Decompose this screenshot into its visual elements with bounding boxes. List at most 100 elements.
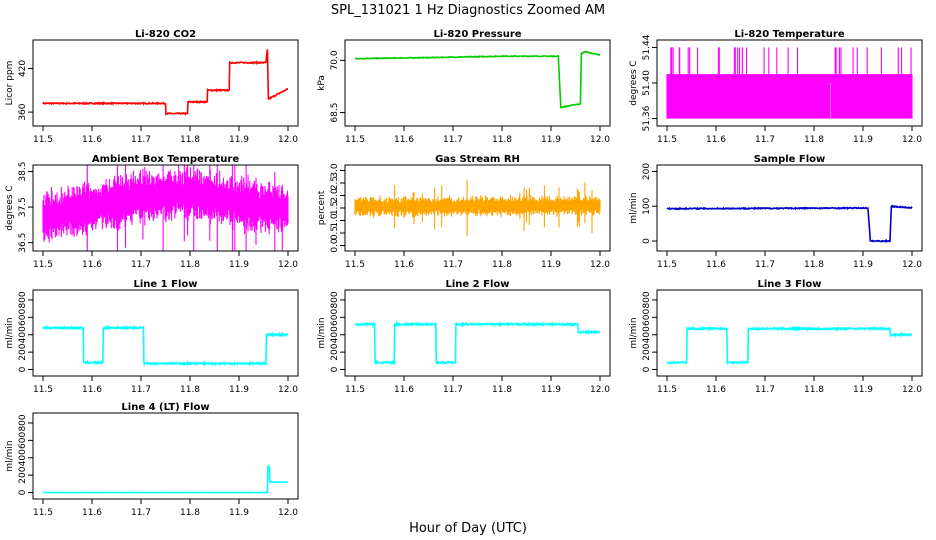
- y-tick-label: 600: [18, 431, 28, 448]
- y-axis-label: degrees C: [5, 185, 15, 230]
- x-tick-label: 11.5: [345, 385, 365, 395]
- x-tick-label: 12.0: [278, 260, 298, 270]
- x-tick-label: 11.9: [541, 135, 561, 145]
- y-axis-label: ml/min: [629, 192, 639, 223]
- panel-4: Ambient Box Temperature 11.5 11.6 11.7 11.8 1…: [5, 154, 299, 270]
- y-tick-label: 400: [18, 326, 28, 343]
- series-line: [42, 465, 289, 494]
- x-tick-label: 11.9: [541, 385, 561, 395]
- panel-title: Line 2 Flow: [446, 279, 510, 290]
- x-tick-label: 12.0: [590, 135, 610, 145]
- y-tick-label: 1.5: [330, 201, 340, 215]
- x-tick-label: 11.5: [345, 135, 365, 145]
- panel-title: Li-820 CO2: [135, 29, 196, 40]
- series-group: [354, 50, 601, 109]
- x-tick-label: 11.6: [706, 260, 726, 270]
- series-group: [666, 47, 913, 119]
- x-tick-label: 11.9: [853, 385, 873, 395]
- x-tick-label: 11.8: [180, 385, 200, 395]
- x-tick-label: 11.8: [492, 385, 512, 395]
- series-line: [666, 204, 913, 244]
- x-tick-label: 11.5: [657, 135, 677, 145]
- series-group: [42, 465, 289, 494]
- y-tick-label: 600: [330, 308, 340, 325]
- figure-x-axis-label: Hour of Day (UTC): [409, 521, 527, 536]
- x-tick-label: 11.6: [82, 508, 102, 518]
- x-tick-label: 12.0: [590, 385, 610, 395]
- plot-frame: [32, 412, 299, 500]
- y-tick-label: 400: [642, 326, 652, 343]
- plot-frame: [344, 289, 611, 377]
- series-line: [666, 325, 913, 366]
- x-tick-label: 11.5: [33, 260, 53, 270]
- x-tick-label: 11.5: [33, 135, 53, 145]
- plot-frame: [344, 39, 611, 127]
- panel-3: Li-820 Temperature 11.5 11.6 11.7 11.8 11.9 12…: [629, 29, 923, 145]
- y-tick-label: 0.5: [330, 226, 340, 240]
- x-tick-label: 12.0: [278, 508, 298, 518]
- series-group: [354, 179, 601, 237]
- panel-7: Line 1 Flow 11.5 11.6 11.7 11.8 11.9 12.0 0 2004…: [5, 279, 299, 395]
- x-tick-label: 11.9: [229, 508, 249, 518]
- y-tick-label: 3.0: [330, 163, 340, 178]
- panel-title: Sample Flow: [754, 154, 826, 165]
- plot-frame: [32, 164, 299, 252]
- y-tick-label: 0: [642, 238, 652, 244]
- x-tick-label: 11.8: [492, 135, 512, 145]
- x-tick-label: 12.0: [902, 260, 922, 270]
- panel-1: Li-820 CO2 11.5 11.6 11.7 11.8 11.9 12.0 360 420…: [5, 29, 299, 145]
- x-tick-label: 11.9: [541, 260, 561, 270]
- panel-title: Line 1 Flow: [134, 279, 198, 290]
- y-tick-label: 0: [330, 366, 340, 372]
- x-tick-label: 11.6: [82, 260, 102, 270]
- y-tick-label: 200: [18, 466, 28, 483]
- x-tick-label: 11.9: [229, 260, 249, 270]
- x-tick-label: 11.9: [229, 135, 249, 145]
- y-tick-label: 0: [642, 366, 652, 372]
- y-tick-label: 200: [330, 343, 340, 360]
- y-tick-label: 360: [18, 103, 28, 120]
- y-tick-label: 400: [18, 449, 28, 466]
- panel-title: Line 3 Flow: [758, 279, 822, 290]
- y-tick-label: 70.0: [330, 50, 340, 70]
- y-tick-label: 100: [642, 197, 652, 214]
- y-tick-label: 400: [330, 326, 340, 343]
- series-group: [355, 320, 601, 366]
- panel-5: Gas Stream RH 11.5 11.6 11.7 11.8 11.9 12.0 0.0…: [317, 154, 611, 270]
- y-axis-label: ml/min: [5, 440, 15, 471]
- x-tick-label: 11.8: [180, 508, 200, 518]
- x-tick-label: 11.7: [443, 135, 463, 145]
- y-tick-label: 600: [18, 308, 28, 325]
- x-tick-label: 11.5: [657, 260, 677, 270]
- y-tick-label: 2.5: [330, 176, 340, 190]
- panel-8: Line 2 Flow 11.5 11.6 11.7 11.8 11.9 12.0 0 2004…: [317, 279, 611, 395]
- y-axis-label: ml/min: [629, 317, 639, 348]
- x-tick-label: 11.8: [804, 385, 824, 395]
- x-tick-label: 12.0: [902, 385, 922, 395]
- y-tick-label: 38.5: [18, 162, 28, 182]
- x-tick-label: 11.8: [180, 135, 200, 145]
- y-tick-label: 51.36: [642, 105, 652, 131]
- y-tick-label: 800: [642, 291, 652, 308]
- panel-6: Sample Flow 11.5 11.6 11.7 11.8 11.9 12.0 0 100 2…: [629, 154, 923, 270]
- y-tick-label: 51.40: [642, 70, 652, 96]
- y-tick-label: 36.5: [18, 233, 28, 253]
- panel-title: Li-820 Pressure: [433, 29, 521, 40]
- figure-title: SPL_131021 1 Hz Diagnostics Zoomed AM: [331, 3, 605, 18]
- x-tick-label: 11.8: [492, 260, 512, 270]
- x-tick-label: 11.7: [131, 385, 151, 395]
- x-tick-label: 11.8: [804, 260, 824, 270]
- x-tick-label: 11.7: [755, 385, 775, 395]
- series-band: [354, 179, 601, 237]
- y-tick-label: 600: [642, 308, 652, 325]
- y-axis-label: percent: [317, 190, 327, 225]
- plot-frame: [656, 289, 923, 377]
- x-tick-label: 11.8: [180, 260, 200, 270]
- series-group: [42, 165, 289, 251]
- plot-frame: [656, 164, 923, 252]
- y-axis-label: ml/min: [5, 317, 15, 348]
- x-tick-label: 12.0: [278, 385, 298, 395]
- y-axis-label: Licor ppm: [5, 61, 15, 106]
- y-tick-label: 0: [18, 489, 28, 495]
